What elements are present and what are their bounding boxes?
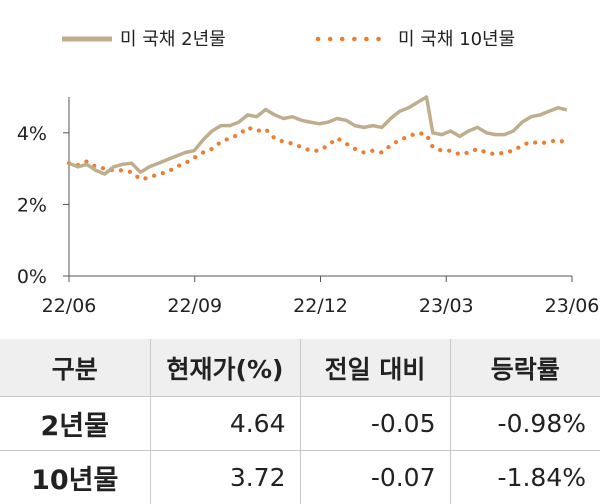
- row-label: 2년물: [0, 396, 150, 451]
- change-rate-cell: -0.98%: [449, 396, 600, 451]
- series-line-2y: [68, 95, 568, 176]
- x-ticks: 22/06 22/09 22/12 23/03 23/06: [42, 276, 600, 317]
- y-tick-label: 2%: [17, 194, 47, 216]
- current-price-cell: 3.72: [149, 450, 300, 504]
- header-category: 구분: [0, 339, 150, 397]
- header-current-price: 현재가(%): [149, 339, 300, 397]
- table-row: 10년물 3.72 -0.07 -1.84%: [0, 450, 600, 504]
- change-rate-cell: -1.84%: [449, 450, 600, 504]
- table-row: 2년물 4.64 -0.05 -0.98%: [0, 396, 600, 451]
- x-tick-label: 22/06: [42, 295, 97, 317]
- day-change-cell: -0.05: [299, 396, 450, 451]
- x-tick-label: 22/09: [167, 295, 222, 317]
- yield-chart: 미 국채 2년물 미 국채 10년물 0% 2% 4% 22/06 22/09 22/1…: [17, 29, 600, 317]
- legend-label-2y: 미 국채 2년물: [120, 29, 226, 50]
- header-day-change: 전일 대비: [299, 339, 450, 397]
- series-line-10y: [66, 124, 569, 182]
- x-tick-label: 23/06: [545, 295, 600, 317]
- day-change-cell: -0.07: [299, 450, 450, 504]
- legend-label-10y: 미 국채 10년물: [398, 29, 515, 50]
- x-tick-label: 23/03: [419, 295, 474, 317]
- series-layer: [66, 95, 569, 182]
- table-header-row: 구분 현재가(%) 전일 대비 등락률: [0, 339, 600, 397]
- y-tick-label: 4%: [17, 123, 47, 145]
- header-change-rate: 등락률: [449, 339, 600, 397]
- yield-summary-table: 구분 현재가(%) 전일 대비 등락률 2년물 4.64 -0.05 -0.98…: [0, 339, 600, 504]
- x-tick-label: 22/12: [293, 295, 348, 317]
- y-tick-label: 0%: [17, 266, 47, 288]
- current-price-cell: 4.64: [149, 396, 300, 451]
- row-label: 10년물: [31, 465, 119, 496]
- y-ticks: 0% 2% 4%: [17, 123, 69, 288]
- chart-legend: 미 국채 2년물 미 국채 10년물: [62, 29, 515, 50]
